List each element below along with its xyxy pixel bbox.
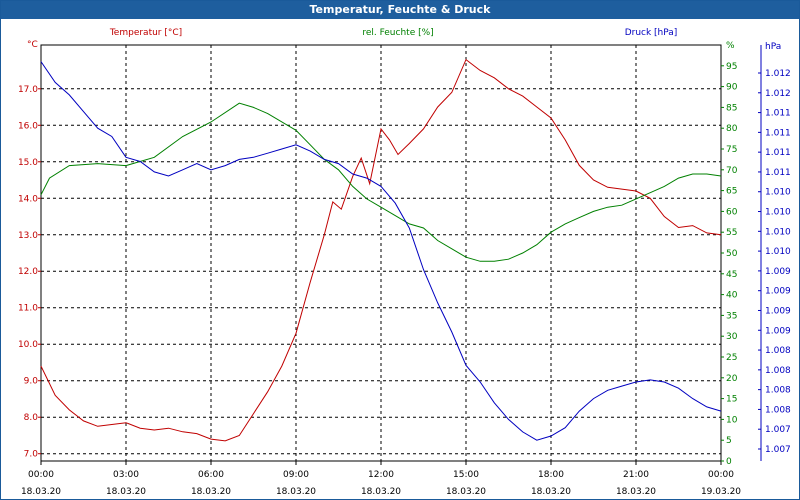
pressure-tick-label: 1.012 <box>765 69 791 79</box>
humidity-tick-label: 85 <box>726 103 737 113</box>
pressure-tick-label: 1.012 <box>765 89 791 99</box>
temperature-tick-label: 12.0 <box>18 267 38 277</box>
humidity-tick-label: 40 <box>726 291 738 301</box>
temperature-unit-label: °C <box>27 40 38 50</box>
humidity-tick-label: 80 <box>726 124 738 134</box>
humidity-tick-label: 65 <box>726 187 737 197</box>
pressure-tick-label: 1.010 <box>765 188 791 198</box>
pressure-tick-label: 1.008 <box>765 386 791 396</box>
pressure-unit-label: hPa <box>765 42 781 52</box>
x-tick-time: 21:00 <box>623 470 649 480</box>
pressure-tick-label: 1.008 <box>765 366 791 376</box>
x-tick-time: 03:00 <box>113 470 139 480</box>
series-label: Druck [hPa] <box>625 28 678 38</box>
temperature-tick-label: 8.0 <box>24 413 39 423</box>
x-tick-time: 06:00 <box>198 470 224 480</box>
pressure-tick-label: 1.008 <box>765 346 791 356</box>
humidity-tick-label: 5 <box>726 436 732 446</box>
pressure-tick-label: 1.010 <box>765 227 791 237</box>
humidity-tick-label: 75 <box>726 145 737 155</box>
x-tick-time: 15:00 <box>453 470 479 480</box>
pressure-tick-label: 1.009 <box>765 326 791 336</box>
humidity-tick-label: 55 <box>726 228 737 238</box>
humidity-tick-label: 90 <box>726 83 738 93</box>
temperature-tick-label: 9.0 <box>24 377 39 387</box>
humidity-tick-label: 35 <box>726 311 737 321</box>
temperature-tick-label: 14.0 <box>18 194 38 204</box>
humidity-tick-label: 95 <box>726 62 737 72</box>
x-tick-date: 18.03.20 <box>21 487 61 497</box>
temperature-tick-label: 7.0 <box>24 450 39 460</box>
temperature-tick-label: 11.0 <box>18 304 38 314</box>
series-line <box>40 58 722 442</box>
temperature-tick-label: 17.0 <box>18 85 38 95</box>
pressure-tick-label: 1.007 <box>765 425 791 435</box>
x-tick-time: 00:00 <box>708 470 734 480</box>
pressure-tick-label: 1.007 <box>765 445 791 455</box>
pressure-tick-label: 1.011 <box>765 109 791 119</box>
humidity-tick-label: 30 <box>726 332 738 342</box>
x-tick-date: 18.03.20 <box>191 487 231 497</box>
x-tick-date: 18.03.20 <box>276 487 316 497</box>
pressure-tick-label: 1.009 <box>765 287 791 297</box>
x-tick-date: 18.03.20 <box>361 487 401 497</box>
plot-area <box>40 44 722 462</box>
humidity-tick-label: 60 <box>726 207 738 217</box>
x-tick-time: 18:00 <box>538 470 564 480</box>
series-line <box>40 102 722 262</box>
x-tick-time: 12:00 <box>368 470 394 480</box>
pressure-tick-label: 1.010 <box>765 208 791 218</box>
x-tick-date: 18.03.20 <box>531 487 571 497</box>
pressure-tick-label: 1.009 <box>765 267 791 277</box>
humidity-tick-label: 10 <box>726 415 738 425</box>
humidity-tick-label: 25 <box>726 353 737 363</box>
humidity-tick-label: 20 <box>726 374 738 384</box>
humidity-tick-label: 0 <box>726 457 732 467</box>
x-tick-time: 09:00 <box>283 470 309 480</box>
series-line <box>40 61 722 441</box>
x-tick-time: 00:00 <box>28 470 54 480</box>
humidity-unit-label: % <box>726 41 735 51</box>
humidity-tick-label: 70 <box>726 166 738 176</box>
pressure-tick-label: 1.008 <box>765 405 791 415</box>
humidity-tick-label: 15 <box>726 395 737 405</box>
temperature-tick-label: 10.0 <box>18 340 38 350</box>
pressure-tick-label: 1.009 <box>765 306 791 316</box>
chart-title: Temperatur, Feuchte & Druck <box>1 1 799 19</box>
temperature-tick-label: 16.0 <box>18 121 38 131</box>
x-tick-date: 18.03.20 <box>616 487 656 497</box>
x-tick-date: 19.03.20 <box>701 487 741 497</box>
humidity-tick-label: 50 <box>726 249 738 259</box>
x-tick-date: 18.03.20 <box>446 487 486 497</box>
pressure-tick-label: 1.011 <box>765 128 791 138</box>
temperature-tick-label: 15.0 <box>18 158 38 168</box>
pressure-tick-label: 1.010 <box>765 247 791 257</box>
x-tick-date: 18.03.20 <box>106 487 146 497</box>
pressure-tick-label: 1.011 <box>765 148 791 158</box>
temperature-tick-label: 13.0 <box>18 231 38 241</box>
humidity-tick-label: 45 <box>726 270 737 280</box>
pressure-tick-label: 1.011 <box>765 168 791 178</box>
series-label: Temperatur [°C] <box>109 28 182 38</box>
series-label: rel. Feuchte [%] <box>362 28 433 38</box>
